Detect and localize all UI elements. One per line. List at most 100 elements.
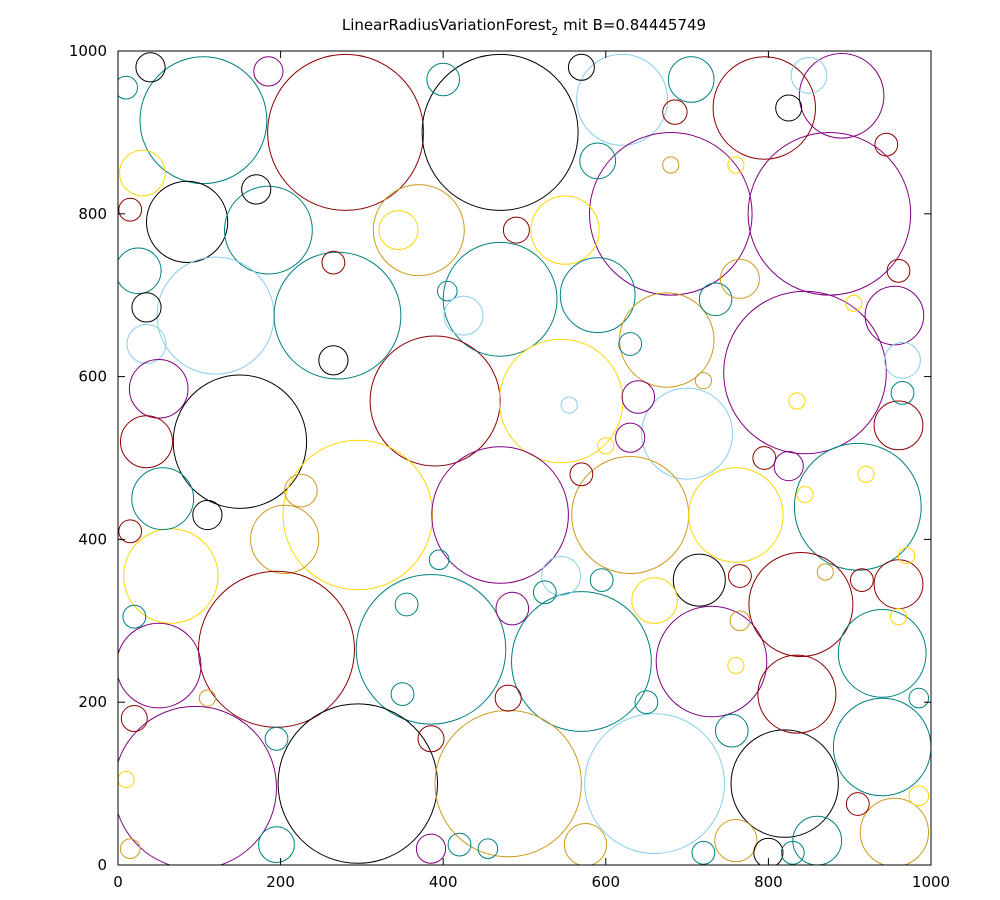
circle-26 [793,442,922,571]
circle-89 [258,826,295,863]
y-tick-label-400: 400 [78,530,107,548]
circle-92 [390,682,415,706]
axis-tick-labels: 0 200 400 600 800 1000 0 200 400 600 800 1000 [69,42,950,891]
circle-133 [119,838,141,860]
circle-72 [569,462,594,487]
circle-69 [615,422,646,453]
circle-91 [494,684,522,712]
circle-114 [477,838,499,860]
circle-56 [790,57,828,94]
circle-134 [118,770,135,789]
circle-67 [890,381,915,405]
circle-18 [172,374,308,509]
circle-22 [282,439,434,591]
circle-2 [421,53,579,211]
circle-87 [198,689,216,707]
circle-99 [715,713,749,748]
x-tick-label-600: 600 [591,873,620,891]
circle-54 [567,53,595,81]
chart-title-subscript: 2 [551,25,558,38]
circle-122 [850,568,874,592]
circle-51 [135,52,166,83]
circle-45 [119,149,166,197]
circle-53 [426,62,461,97]
plot-frame [117,50,932,866]
y-tick-label-800: 800 [78,205,107,223]
circle-90 [417,725,445,753]
circle-57 [662,99,688,125]
circle-12 [442,241,558,357]
circle-63 [886,258,911,283]
circle-121 [796,486,814,504]
circle-55 [667,56,715,103]
circle-95 [714,819,758,863]
circle-85 [122,604,147,629]
circle-62 [719,258,760,299]
y-tick-label-600: 600 [78,368,107,386]
circle-128 [816,563,834,581]
circle-50 [241,174,272,205]
circle-74 [728,564,752,588]
circle-40 [730,729,839,838]
circle-7 [798,53,885,139]
circle-43 [859,797,929,865]
circle-31 [511,591,652,732]
circle-80 [394,592,419,617]
circle-77 [631,577,678,624]
circle-17 [723,290,887,455]
x-tick-label-800: 800 [754,873,783,891]
circle-8 [146,180,229,263]
x-tick-label-400: 400 [429,873,458,891]
circle-6 [712,56,816,160]
circle-130 [597,437,615,455]
circle-79 [495,591,530,626]
circle-46 [126,324,167,364]
circle-120 [857,465,875,483]
circle-15 [559,257,636,334]
circle-94 [691,840,716,865]
circle-104 [318,345,349,376]
circle-113 [447,832,472,857]
circle-78 [532,580,557,605]
circle-47 [128,359,189,419]
circle-101 [845,792,870,816]
circle-41 [832,697,931,797]
circle-118 [727,156,745,174]
circle-83 [192,499,223,531]
x-tick-label-1000: 1000 [912,873,950,891]
x-tick-label-0: 0 [113,873,123,891]
chart-title-rest: mit B=0.84445749 [558,16,706,34]
circle-82 [284,473,318,508]
circle-64 [864,285,925,346]
circle-107 [618,332,643,356]
circle-110 [378,210,419,251]
circle-23 [431,446,569,584]
circle-33 [748,552,854,657]
circle-44 [118,247,162,295]
circle-103 [908,785,930,807]
circle-132 [694,372,713,390]
circle-49 [131,467,195,531]
circle-61 [698,282,733,317]
circle-21 [641,387,734,480]
circle-105 [131,292,162,323]
circle-34 [837,609,927,698]
circle-36 [118,705,277,865]
circles-layer [118,52,931,865]
circle-126 [788,392,806,410]
circle-86 [120,705,148,732]
circle-25 [688,467,784,563]
y-tick-label-0: 0 [97,856,107,874]
circle-81 [428,549,450,571]
circle-109 [443,295,484,336]
circle-96 [753,837,784,865]
circle-3 [576,53,669,146]
circle-9 [224,185,313,275]
circle-71 [773,451,804,482]
circle-106 [321,250,346,275]
chart-title-main: LinearRadiusVariationForest [342,16,552,34]
circle-119 [845,294,863,312]
circle-93 [563,823,608,865]
circle-68 [621,380,656,414]
